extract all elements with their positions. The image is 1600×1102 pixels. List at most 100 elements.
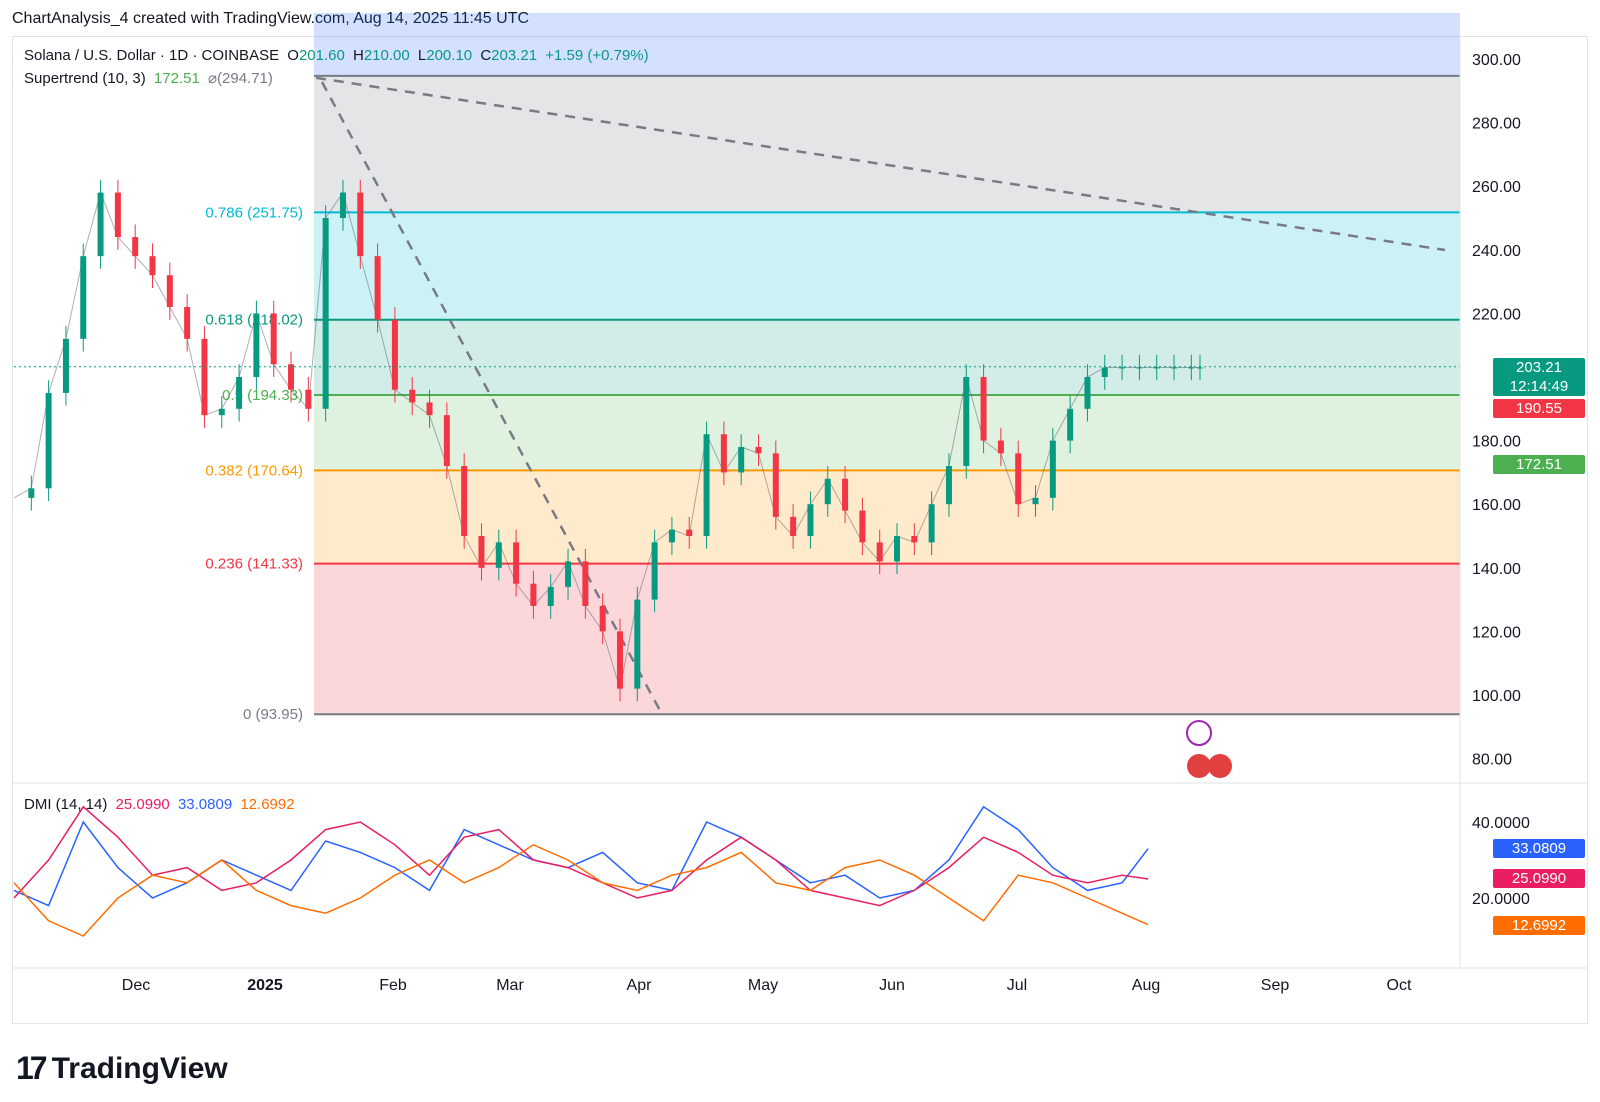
dmi-axis-tick: 40.0000: [1472, 815, 1530, 832]
candle-body: [807, 504, 814, 536]
fib-zone-2: [314, 212, 1460, 320]
candle-body: [495, 542, 502, 568]
time-axis-tick: Jul: [1007, 977, 1027, 994]
close-value: 203.21: [491, 47, 538, 64]
dmi-adx-value: 12.6992: [240, 796, 295, 813]
dmi-label: DMI (14, 14): [24, 796, 108, 813]
candle-body: [530, 583, 537, 606]
price-axis-tick: 180.00: [1472, 434, 1521, 451]
candle-body: [651, 542, 658, 600]
time-axis-tick: Dec: [122, 977, 150, 994]
candle-body: [478, 536, 485, 568]
time-axis-tick: Mar: [496, 977, 524, 994]
candle-body: [409, 389, 416, 403]
time-axis-tick: Apr: [627, 977, 653, 994]
price-axis-tick: 260.00: [1472, 179, 1521, 196]
dmi-orange-tag: 12.6992: [1493, 916, 1585, 935]
fib-label-4: 0.236 (141.33): [205, 556, 303, 573]
dmi-orange-line: [13, 843, 1149, 937]
candle-body: [945, 466, 952, 505]
candle-body: [928, 504, 935, 543]
candle-body: [305, 389, 312, 409]
candle-body: [62, 338, 69, 393]
tradingview-logo: 17 TradingView: [16, 1050, 228, 1087]
candle-body: [270, 313, 277, 365]
candle-body: [980, 377, 987, 441]
open-label: O: [287, 47, 299, 64]
candle-body: [218, 408, 225, 416]
dmi-blue-tag: 33.0809: [1493, 839, 1585, 858]
candle-body: [45, 392, 52, 489]
price-axis-tick: 80.00: [1472, 752, 1512, 769]
price-axis-tick: 160.00: [1472, 497, 1521, 514]
candle-body: [184, 307, 191, 339]
price-axis-tick: 300.00: [1472, 52, 1521, 69]
symbol-label: Solana / U.S. Dollar · 1D · COINBASE: [24, 47, 280, 64]
candle-body: [236, 377, 243, 409]
candle-body: [634, 599, 641, 689]
change-value: +1.59 (+0.79%): [545, 47, 649, 64]
dmi-legend: DMI (14, 14) 25.0990 33.0809 12.6992: [24, 796, 299, 813]
candle-body: [876, 542, 883, 562]
fib-zone-6: [314, 563, 1460, 715]
candle-body: [894, 536, 901, 562]
candle-body: [824, 478, 831, 505]
countdown-value: 12:14:49: [1509, 378, 1569, 395]
candle-body: [1136, 367, 1143, 369]
candle-body: [357, 192, 364, 257]
candle-body: [616, 631, 623, 689]
candle-body: [755, 446, 762, 454]
candle-body: [738, 446, 745, 473]
price-line: [13, 191, 1200, 689]
close-label: C: [480, 47, 492, 64]
candle-body: [1067, 408, 1074, 441]
dmi-red-line: [13, 805, 1149, 907]
supertrend-legend: Supertrend (10, 3) 172.51 ⌀(294.71): [24, 69, 277, 87]
low-label: L: [417, 47, 427, 64]
candle-body: [859, 510, 866, 543]
supertrend-lower-tag: 172.51: [1493, 455, 1585, 474]
time-axis-tick: Aug: [1132, 977, 1160, 994]
candle-body: [288, 364, 295, 390]
candle-body: [1171, 367, 1178, 369]
candle-body: [132, 237, 139, 257]
candle-body: [28, 488, 35, 498]
fib-label-5: 0 (93.95): [243, 706, 303, 723]
candle-body: [686, 529, 693, 536]
time-axis-tick: Oct: [1387, 977, 1412, 994]
candle-body: [374, 256, 381, 320]
candle-body: [1188, 367, 1195, 369]
candle-body: [253, 313, 260, 377]
candle-body: [166, 275, 173, 308]
tradingview-logo-icon: 17: [16, 1050, 48, 1086]
price-axis-tick: 280.00: [1472, 116, 1521, 133]
chart-attribution: ChartAnalysis_4 created with TradingView…: [12, 10, 530, 27]
candle-body: [1032, 497, 1039, 505]
candle-body: [1119, 367, 1126, 369]
supertrend-icon: ⌀: [207, 70, 218, 87]
chart-frame: [12, 36, 1588, 1024]
us-flag-icon: [1187, 754, 1211, 778]
candle-body: [1015, 453, 1022, 505]
candle-body: [668, 529, 675, 543]
fib-zone-5: [314, 470, 1460, 564]
candle-body: [80, 256, 87, 339]
open-value: 201.60: [298, 47, 345, 64]
fib-label-0: 0.786 (251.75): [205, 204, 303, 221]
candle-body: [426, 402, 433, 416]
fib-zone-1: [314, 75, 1460, 213]
candle-body: [790, 516, 797, 536]
high-value: 210.00: [363, 47, 410, 64]
candle-body: [599, 605, 606, 632]
time-axis-tick: May: [748, 977, 778, 994]
dmi-minus-di-value: 33.0809: [177, 796, 233, 813]
time-axis-tick: 2025: [247, 977, 283, 994]
candle-body: [149, 256, 156, 276]
candle-body: [1153, 367, 1160, 369]
dmi-blue-line: [13, 805, 1149, 907]
dmi-plus-di-value: 25.0990: [115, 796, 170, 813]
candle-body: [565, 561, 572, 587]
fib-zone-0: [314, 12, 1460, 76]
supertrend-value-2: (294.71): [217, 70, 273, 87]
